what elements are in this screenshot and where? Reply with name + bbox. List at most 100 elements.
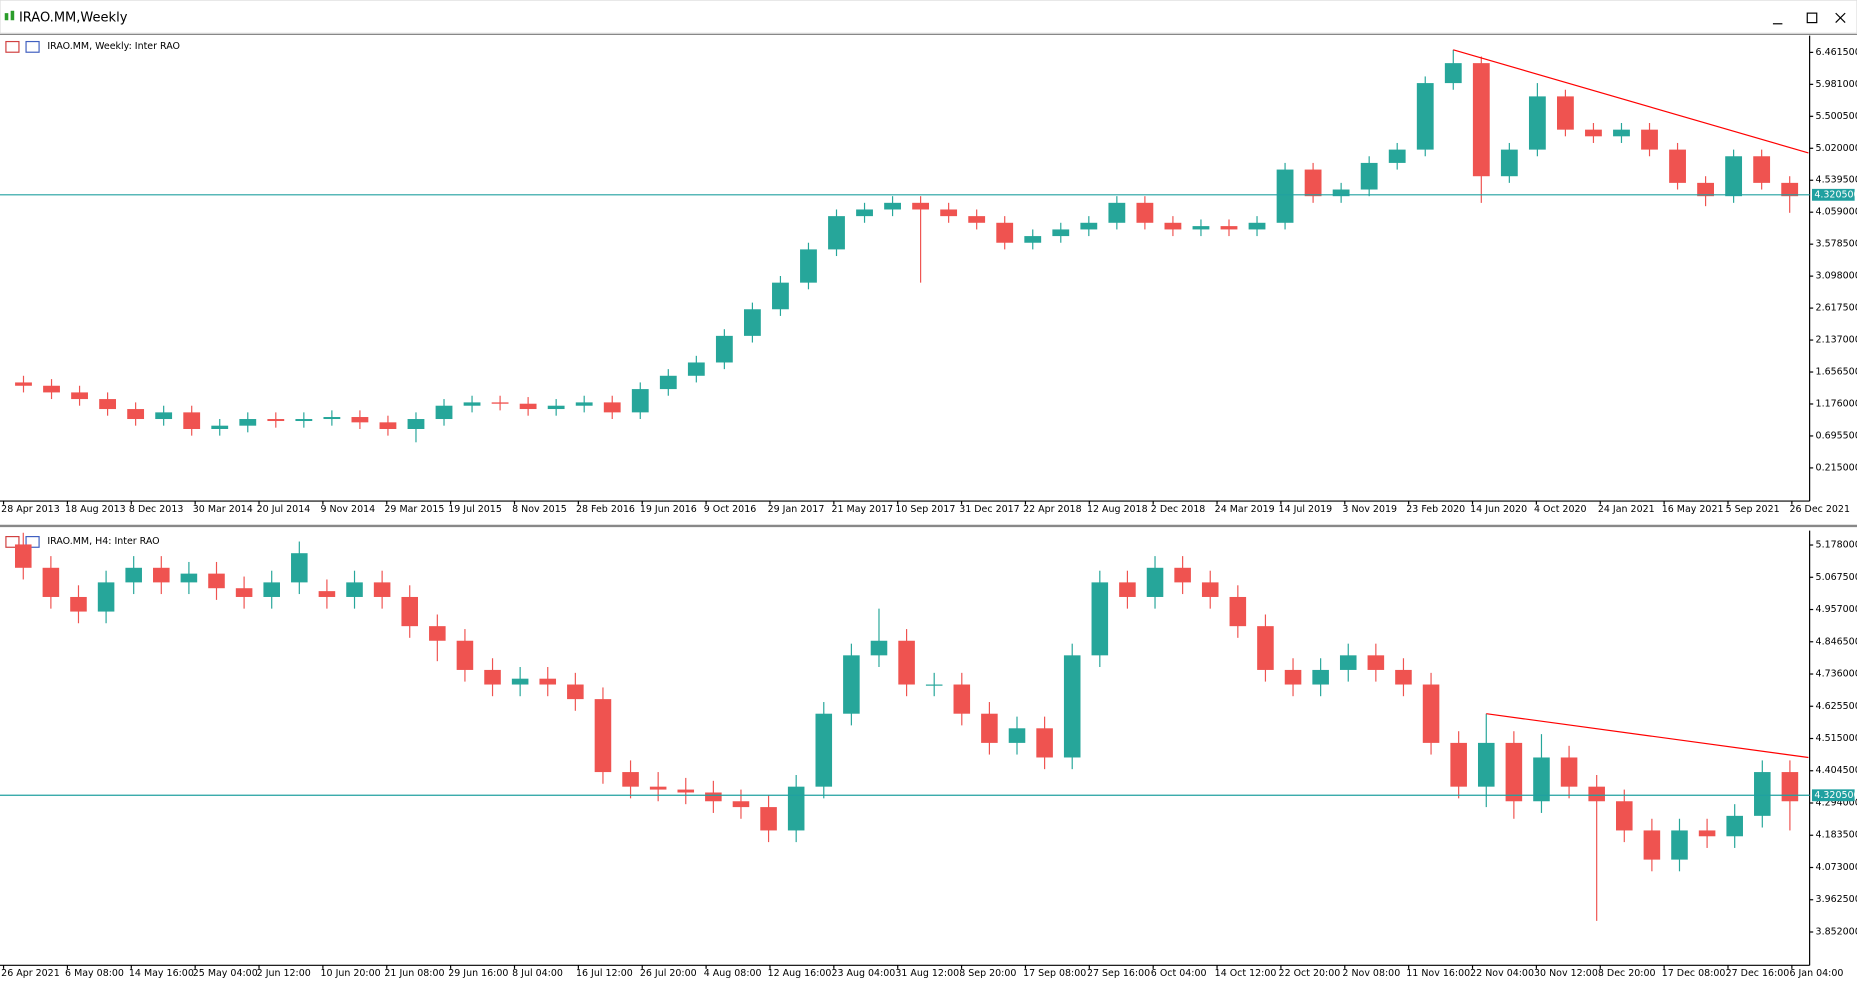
x-tick-label: 23 Aug 04:00 bbox=[831, 968, 895, 979]
candle-body bbox=[715, 335, 733, 363]
x-tick-label: 2 Dec 2018 bbox=[1151, 504, 1205, 515]
y-tick-label: 4.059000 bbox=[1816, 207, 1857, 218]
candle-body bbox=[996, 222, 1014, 243]
candle-body bbox=[97, 582, 115, 612]
candle-body bbox=[235, 588, 253, 597]
app-icon bbox=[4, 10, 15, 21]
x-tick-label: 11 Nov 16:00 bbox=[1406, 968, 1470, 979]
candle-body bbox=[435, 405, 453, 420]
candle-body bbox=[456, 640, 474, 670]
maximize-button[interactable] bbox=[1806, 12, 1818, 24]
candle-body bbox=[870, 640, 888, 656]
price-label: 4.320500 bbox=[1814, 790, 1857, 801]
candle-body bbox=[239, 419, 257, 426]
candle-body bbox=[99, 399, 117, 410]
candle-body bbox=[1136, 202, 1154, 223]
candle-body bbox=[511, 678, 529, 685]
candle-body bbox=[1422, 684, 1440, 743]
chart-title: IRAO.MM, Weekly: Inter RAO bbox=[47, 41, 180, 52]
candle-body bbox=[1697, 182, 1714, 197]
x-tick-label: 21 Jun 08:00 bbox=[384, 968, 444, 979]
x-tick-label: 26 Jul 20:00 bbox=[640, 968, 697, 979]
trendline bbox=[1486, 713, 1809, 759]
candle-body bbox=[1119, 582, 1136, 597]
panel-icons bbox=[5, 40, 40, 548]
x-tick-label: 14 Jun 2020 bbox=[1470, 504, 1527, 515]
x-tick-label: 12 Aug 16:00 bbox=[768, 968, 832, 979]
x-tick-label: 23 Feb 2020 bbox=[1406, 504, 1465, 515]
y-tick-label: 2.137000 bbox=[1816, 335, 1857, 346]
candle-body bbox=[1669, 149, 1686, 183]
x-tick-label: 17 Sep 08:00 bbox=[1023, 968, 1086, 979]
y-tick-label: 6.461500 bbox=[1816, 47, 1857, 58]
price-label-box bbox=[1811, 188, 1855, 201]
x-tick-label: 18 Aug 2013 bbox=[65, 504, 126, 515]
y-tick-label: 4.736000 bbox=[1816, 669, 1857, 680]
x-tick-label: 9 Oct 2016 bbox=[704, 504, 757, 515]
candle-body bbox=[263, 582, 280, 597]
candle-body bbox=[649, 786, 667, 790]
candle-body bbox=[1560, 757, 1578, 787]
candle-body bbox=[547, 405, 565, 410]
candle-body bbox=[180, 573, 198, 583]
y-tick-label: 4.957000 bbox=[1816, 604, 1857, 615]
x-tick-label: 6 Jan 04:00 bbox=[1789, 968, 1843, 979]
candle-body bbox=[463, 402, 481, 406]
candle-body bbox=[1556, 96, 1574, 130]
candle-body bbox=[760, 807, 777, 831]
x-tick-label: 10 Sep 2017 bbox=[895, 504, 955, 515]
x-tick-label: 31 Aug 12:00 bbox=[895, 968, 959, 979]
candle-body bbox=[373, 582, 391, 597]
x-tick-label: 16 Jul 12:00 bbox=[576, 968, 633, 979]
candle-body bbox=[1312, 669, 1329, 685]
x-tick-label: 14 May 16:00 bbox=[129, 968, 194, 979]
candle-body bbox=[1052, 229, 1070, 237]
candle-body bbox=[743, 309, 761, 336]
x-tick-label: 8 Sep 20:00 bbox=[959, 968, 1016, 979]
candle-body bbox=[1781, 772, 1799, 802]
x-tick-label: 10 Jun 20:00 bbox=[321, 968, 381, 979]
candle-body bbox=[1500, 149, 1518, 177]
candle-body bbox=[1174, 567, 1191, 583]
candle-body bbox=[1248, 222, 1266, 230]
candle-body bbox=[1304, 169, 1322, 197]
candle-body bbox=[1641, 129, 1658, 150]
x-tick-label: 8 Nov 2015 bbox=[512, 504, 567, 515]
x-tick-label: 14 Jul 2019 bbox=[1279, 504, 1333, 515]
candle-body bbox=[1698, 830, 1716, 837]
candle-body bbox=[912, 202, 930, 210]
x-tick-label: 3 Nov 2019 bbox=[1342, 504, 1397, 515]
candle-body bbox=[1528, 96, 1546, 150]
title-bar bbox=[0, 0, 1857, 34]
candle-body bbox=[705, 792, 722, 802]
candle-body bbox=[429, 626, 446, 641]
x-tick-label: 17 Dec 08:00 bbox=[1662, 968, 1726, 979]
x-tick-label: 21 May 2017 bbox=[831, 504, 893, 515]
candle-body bbox=[1024, 236, 1042, 243]
y-tick-label: 5.500500 bbox=[1816, 111, 1857, 122]
close-button[interactable] bbox=[1835, 12, 1846, 24]
candle-body bbox=[622, 772, 639, 787]
candle-body bbox=[687, 362, 705, 376]
x-tick-label: 4 Aug 08:00 bbox=[704, 968, 762, 979]
candle-body bbox=[1643, 830, 1661, 860]
price-label-box bbox=[1811, 789, 1855, 802]
candle-body bbox=[379, 422, 397, 429]
x-tick-label: 5 Sep 2021 bbox=[1726, 504, 1780, 515]
x-tick-label: 29 Mar 2015 bbox=[384, 504, 444, 515]
y-tick-label: 0.215000 bbox=[1816, 462, 1857, 473]
candle-body bbox=[856, 209, 873, 217]
candle-body bbox=[940, 209, 958, 217]
candle-body bbox=[70, 596, 87, 612]
y-tick-label: 5.178000 bbox=[1816, 540, 1857, 551]
x-tick-label: 2 Nov 08:00 bbox=[1342, 968, 1400, 979]
y-tick-label: 1.176000 bbox=[1816, 398, 1857, 409]
candle-body bbox=[828, 216, 845, 250]
x-tick-label: 8 Jul 04:00 bbox=[512, 968, 563, 979]
x-tick-label: 20 Jul 2014 bbox=[257, 504, 311, 515]
candle-body bbox=[981, 713, 998, 743]
candle-body bbox=[1036, 728, 1053, 758]
x-tick-label: 9 Nov 2014 bbox=[321, 504, 376, 515]
candle-body bbox=[603, 402, 621, 413]
candle-body bbox=[491, 402, 509, 404]
